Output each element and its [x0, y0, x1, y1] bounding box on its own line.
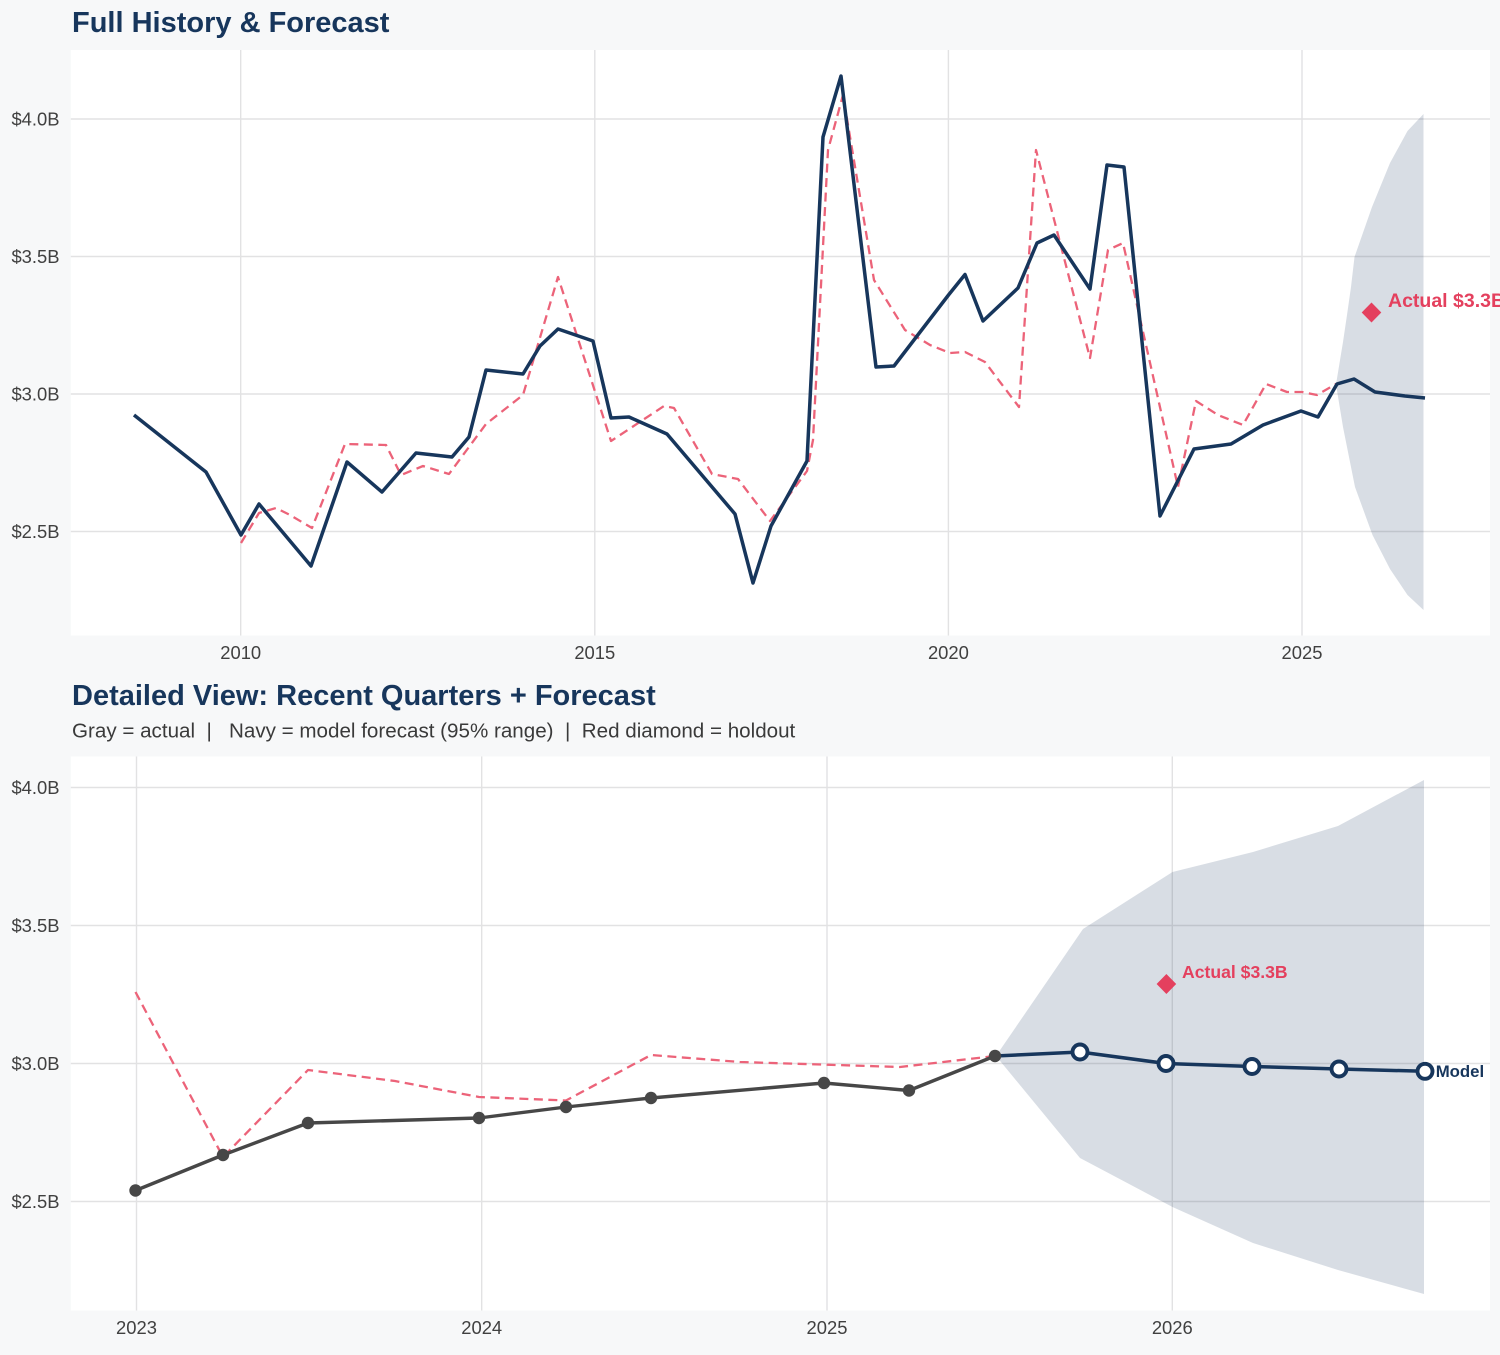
svg-text:$4.0B: $4.0B [11, 109, 59, 130]
svg-text:2025: 2025 [807, 1317, 848, 1338]
svg-text:$3.0B: $3.0B [11, 384, 59, 405]
svg-text:Model: Model [1436, 1062, 1484, 1081]
svg-text:Actual $3.3B: Actual $3.3B [1182, 962, 1288, 982]
svg-text:$2.5B: $2.5B [11, 521, 59, 542]
svg-text:2023: 2023 [116, 1317, 157, 1338]
svg-text:2015: 2015 [574, 642, 615, 663]
svg-text:2024: 2024 [461, 1317, 502, 1338]
svg-text:$3.5B: $3.5B [11, 915, 59, 936]
svg-text:2020: 2020 [928, 642, 969, 663]
svg-text:Full History & Forecast: Full History & Forecast [72, 7, 390, 39]
svg-text:2010: 2010 [220, 642, 261, 663]
svg-text:$2.5B: $2.5B [11, 1191, 59, 1212]
svg-text:2025: 2025 [1282, 642, 1323, 663]
svg-text:$4.0B: $4.0B [11, 777, 59, 798]
svg-text:Gray = actual | Navy = mode: Gray = actual | Navy = model forecast (9… [72, 720, 796, 743]
svg-text:Actual $3.3B: Actual $3.3B [1388, 290, 1500, 312]
svg-text:$3.5B: $3.5B [11, 246, 59, 267]
svg-text:2026: 2026 [1152, 1317, 1193, 1338]
svg-text:Detailed View: Recent Quarters: Detailed View: Recent Quarters + Forecas… [72, 680, 656, 712]
svg-text:$3.0B: $3.0B [11, 1053, 59, 1074]
